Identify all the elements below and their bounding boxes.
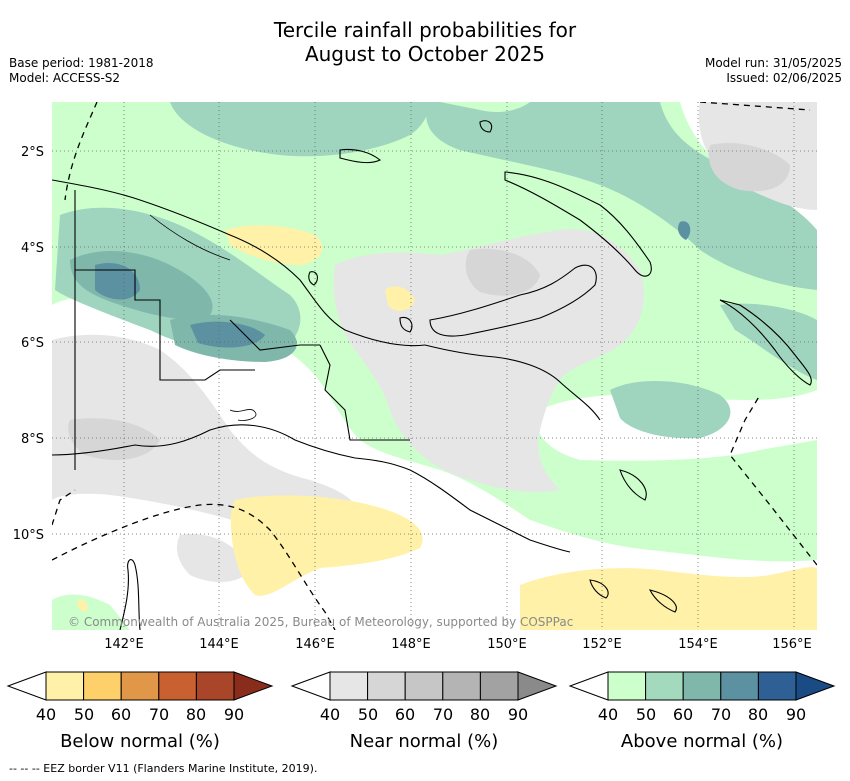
lat-labels: 2°S 4°S 6°S 8°S 10°S [13,145,44,543]
colorbar-below-tick: 90 [224,705,244,724]
lat-label: 10°S [13,528,44,543]
colorbar-above-tick: 60 [673,705,693,724]
base-period: Base period: 1981-2018 [9,56,154,70]
colorbar-near-cell [442,671,481,701]
colorbar-below: 40 50 60 70 80 90 Below normal (%) [6,671,274,752]
lat-label: 2°S [21,145,44,160]
lon-label: 142°E [104,637,144,652]
colorbar-below-cell [195,671,235,701]
colorbar-near-tick: 90 [508,705,528,724]
colorbar-near-tick: 50 [358,705,378,724]
colorbar-above-min-arrow [568,671,609,701]
colorbar-below-tick: 70 [149,705,169,724]
colorbar-above-cell [607,671,647,701]
lat-label: 6°S [21,336,44,351]
graticule [52,102,817,630]
colorbar-near-cell [404,671,444,701]
lon-label: 148°E [391,637,431,652]
below-normal-40-region [77,225,817,630]
colorbar-near-cell [329,671,369,701]
colorbar-near-cell [479,671,519,701]
lon-label: 156°E [772,637,812,652]
colorbar-near-max-arrow [517,671,558,701]
colorbar-above-cell [757,671,797,701]
run-info: Model run: 31/05/2025 Issued: 02/06/2025 [705,56,842,86]
lat-label: 8°S [21,432,44,447]
issued-date: Issued: 02/06/2025 [726,71,842,85]
colorbar-below-cell [45,671,85,701]
colorbar-below-tick: 50 [74,705,94,724]
eez-footnote: -- -- -- EEZ border V11 (Flanders Marine… [9,762,318,775]
colorbar-near-cell [367,671,406,701]
model-name: Model: ACCESS-S2 [9,71,121,85]
model-run: Model run: 31/05/2025 [704,56,842,70]
colorbar-below-tick: 40 [36,705,56,724]
eez-borders [52,102,817,630]
colorbar-below-cell [158,671,197,701]
lon-label: 150°E [487,637,527,652]
colorbar-below-max-arrow [233,671,274,701]
above-normal-70-region [95,221,691,348]
copyright-text: © Commonwealth of Australia 2025, Bureau… [68,615,573,629]
lon-label: 154°E [678,637,718,652]
colorbar-above-tick: 50 [636,705,656,724]
colorbar-near-tick: 40 [320,705,340,724]
base-info: Base period: 1981-2018 Model: ACCESS-S2 [9,56,154,86]
colorbar-above: 40 50 60 70 80 90 Above normal (%) [568,671,836,752]
colorbar-above-max-arrow [795,671,836,701]
title-line-2: August to October 2025 [304,42,546,66]
lon-label: 144°E [199,637,239,652]
near-normal-50-region [68,142,790,460]
colorbar-near-tick: 70 [433,705,453,724]
lon-labels: 142°E 144°E 146°E 148°E 150°E 152°E 154°… [104,637,812,652]
title-line-1: Tercile rainfall probabilities for [273,18,577,42]
colorbar-below-cell [83,671,122,701]
coastlines [52,120,812,630]
colorbar-above-title: Above normal (%) [621,731,783,752]
lon-label: 152°E [582,637,622,652]
colorbar-below-tick: 60 [111,705,131,724]
colorbar-above-cell [682,671,722,701]
colorbar-above-tick: 80 [748,705,768,724]
colorbar-near-tick: 60 [395,705,415,724]
map-area [52,102,817,630]
colorbar-near-tick: 80 [470,705,490,724]
colorbar-above-tick: 40 [598,705,618,724]
colorbar-above-cell [645,671,684,701]
colorbar-below-tick: 80 [186,705,206,724]
colorbar-above-tick: 90 [786,705,806,724]
colorbar-near-title: Near normal (%) [350,731,499,752]
map-title: Tercile rainfall probabilities for Augus… [0,18,850,66]
colorbar-above-tick: 70 [711,705,731,724]
colorbar-above-cell [720,671,759,701]
colorbar-below-min-arrow [6,671,47,701]
colorbar-near-min-arrow [290,671,331,701]
colorbar-below-title: Below normal (%) [60,731,220,752]
colorbar-near: 40 50 60 70 80 90 Near normal (%) [290,671,558,752]
lon-label: 146°E [295,637,335,652]
colorbar-below-cell [120,671,160,701]
lat-label: 4°S [21,241,44,256]
rivers [149,214,257,421]
